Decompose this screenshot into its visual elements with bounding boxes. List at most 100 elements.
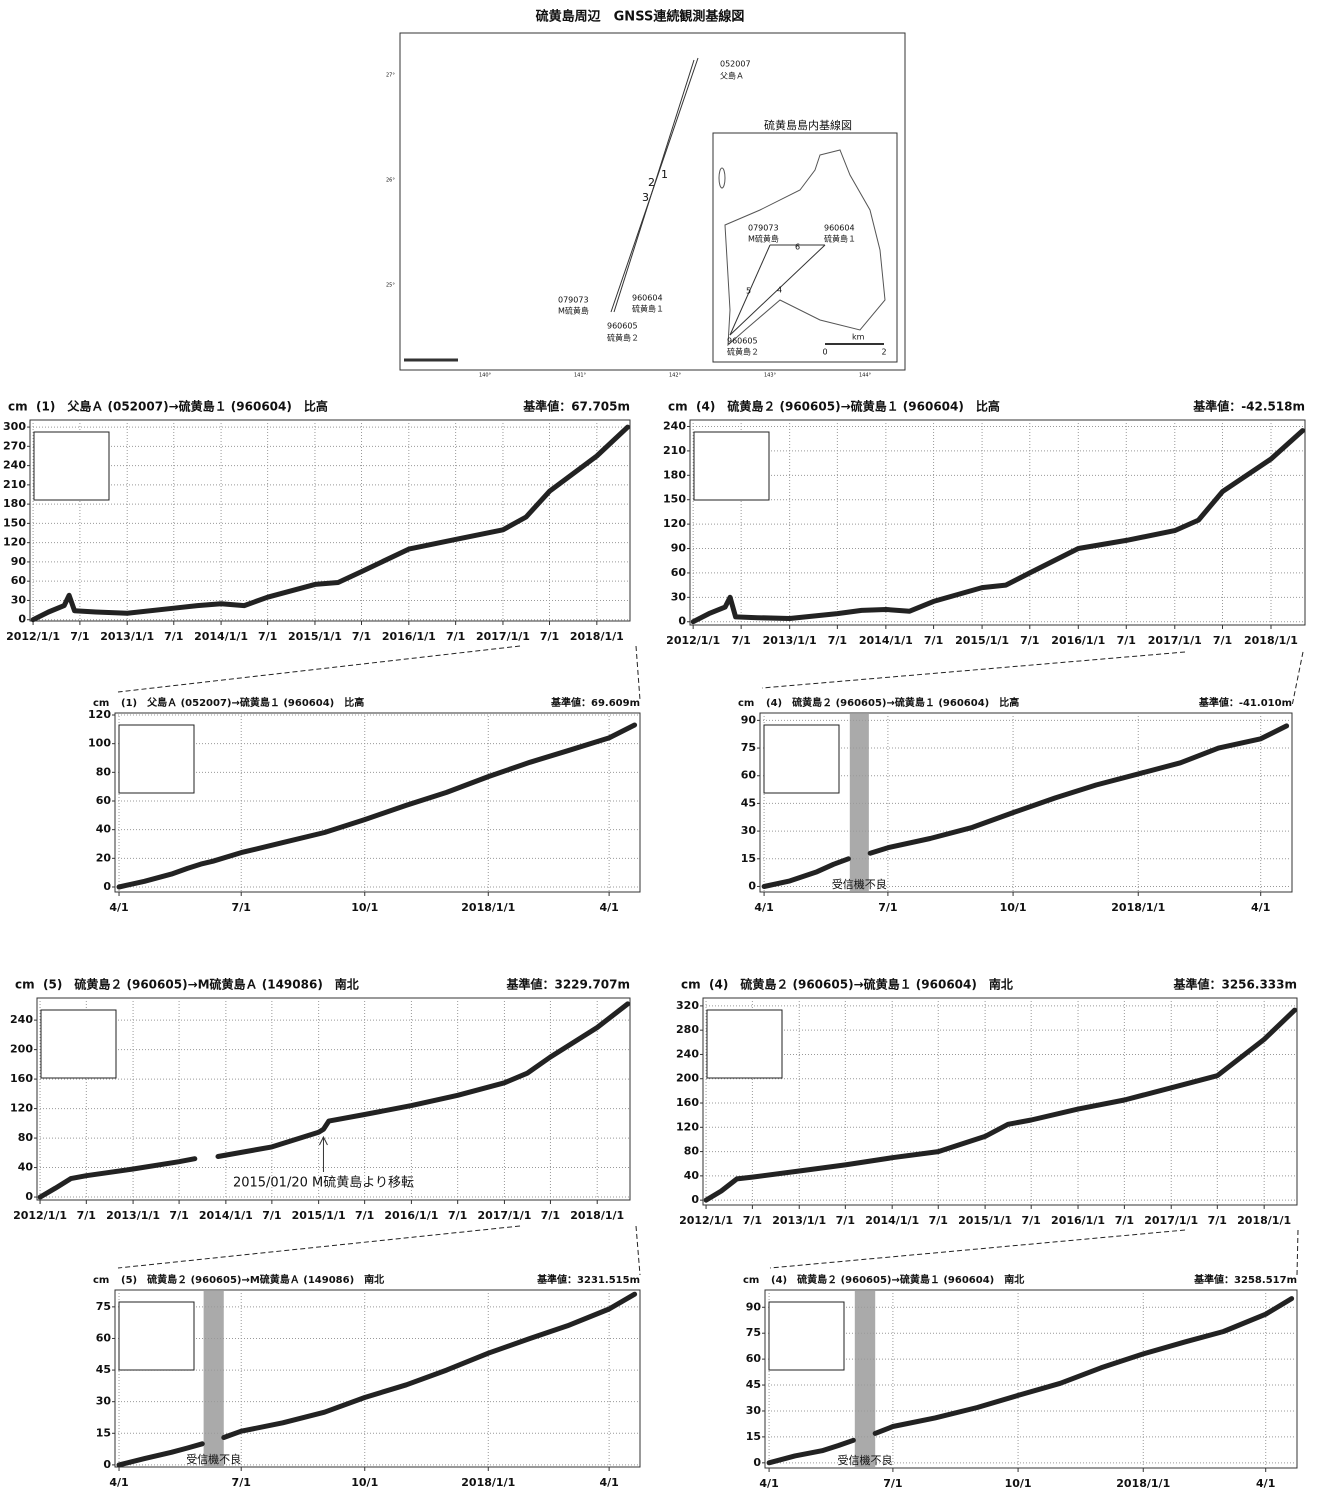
y-tick-label: 120 (676, 1120, 699, 1133)
island-outline (724, 149, 886, 347)
x-tick-label: 4/1 (1256, 1477, 1275, 1490)
legend-box (693, 431, 770, 501)
y-tick-label: 0 (748, 879, 756, 892)
lat-label: 27° (386, 73, 395, 79)
x-tick-label: 2018/1/1 (1237, 1214, 1291, 1227)
shade-label: 受信機不良 (186, 1452, 241, 1466)
baseline-number: 6 (795, 243, 800, 252)
x-tick-label: 2017/1/1 (1144, 1214, 1198, 1227)
annotation: 2015/01/20 M硫黄島より移転 (233, 1176, 414, 1191)
y-tick-label: 0 (18, 613, 26, 626)
station-name: 父島Ａ (720, 71, 744, 81)
y-tick-label: 180 (3, 497, 26, 510)
y-unit: cm (743, 1275, 759, 1286)
y-tick-label: 100 (88, 737, 111, 750)
y-tick-label: 120 (3, 536, 26, 549)
x-tick-label: 2017/1/1 (476, 630, 530, 643)
station-code: 079073 (558, 296, 589, 305)
x-tick-label: 7/1 (169, 1209, 188, 1222)
y-tick-label: 80 (96, 765, 112, 778)
connector (769, 1229, 1186, 1269)
plot-frame (759, 712, 1293, 893)
y-tick-label: 120 (88, 708, 111, 721)
shade-label: 受信機不良 (832, 877, 887, 891)
x-tick-label: 7/1 (232, 1476, 251, 1489)
connector (635, 645, 641, 701)
y-tick-label: 0 (753, 1456, 761, 1469)
x-tick-label: 2012/1/1 (13, 1209, 67, 1222)
y-tick-label: 160 (676, 1096, 699, 1109)
legend-box (118, 1301, 195, 1371)
annotation-arrowhead (319, 1135, 328, 1146)
baseline-number: 5 (746, 287, 751, 296)
station-name: M硫黄島 (748, 234, 779, 244)
chart-title: (4) 硫黄島２ (960605)→硫黄島１ (960604) 南北 (771, 1273, 1024, 1286)
inset-frame (712, 132, 898, 363)
x-tick-label: 2013/1/1 (100, 630, 154, 643)
baseline-value: 基準値：3256.333m (1172, 977, 1297, 992)
x-tick-label: 7/1 (924, 634, 943, 647)
data-line (766, 1296, 1295, 1466)
lon-label: 140° (479, 373, 492, 379)
data-line (690, 428, 1306, 625)
x-tick-label: 4/1 (599, 901, 618, 914)
x-tick-label: 7/1 (446, 630, 465, 643)
legend-box (33, 431, 110, 501)
x-tick-label: 2018/1/1 (1116, 1477, 1170, 1490)
x-tick-label: 2012/1/1 (6, 630, 60, 643)
baseline-value: 基準値：3258.517m (1193, 1273, 1297, 1286)
connector (1296, 1229, 1299, 1276)
baseline-number: 3 (642, 191, 649, 204)
shade-band (854, 1291, 876, 1467)
x-tick-label: 10/1 (351, 901, 378, 914)
y-unit: cm (15, 978, 35, 992)
x-tick-label: 2017/1/1 (1148, 634, 1202, 647)
islet (718, 167, 726, 189)
x-tick-label: 7/1 (731, 634, 750, 647)
x-tick-label: 4/1 (1251, 901, 1270, 914)
x-tick-label: 7/1 (1213, 634, 1232, 647)
baseline-value: 基準値：3231.515m (536, 1273, 640, 1286)
legend-box (118, 724, 195, 794)
baseline-number: 1 (661, 168, 668, 181)
data-line (761, 723, 1290, 889)
x-tick-label: 2015/1/1 (958, 1214, 1012, 1227)
station-name: M硫黄島 (558, 306, 589, 316)
y-unit: cm (738, 698, 754, 709)
legend-box (768, 1301, 845, 1371)
y-tick-label: 210 (3, 478, 26, 491)
x-tick-label: 7/1 (540, 630, 559, 643)
legend-box (706, 1009, 783, 1079)
scale-unit: km (852, 333, 865, 342)
x-tick-label: 2018/1/1 (461, 1476, 515, 1489)
x-tick-label: 7/1 (828, 634, 847, 647)
y-tick-label: 280 (676, 1023, 699, 1036)
baseline-number: 2 (648, 176, 655, 189)
x-tick-label: 7/1 (448, 1209, 467, 1222)
y-tick-label: 75 (741, 741, 756, 754)
x-tick-label: 2013/1/1 (772, 1214, 826, 1227)
y-tick-label: 75 (746, 1326, 761, 1339)
y-tick-label: 30 (671, 590, 687, 603)
x-tick-label: 2015/1/1 (288, 630, 342, 643)
data-line (703, 1007, 1298, 1203)
x-tick-label: 7/1 (883, 1477, 902, 1490)
x-tick-label: 4/1 (599, 1476, 618, 1489)
y-tick-label: 0 (103, 1458, 111, 1471)
legend-box (40, 1009, 117, 1079)
x-tick-label: 2018/1/1 (570, 1209, 624, 1222)
y-tick-label: 210 (663, 444, 686, 457)
data-line (30, 424, 631, 623)
y-tick-label: 90 (746, 1300, 762, 1313)
x-tick-label: 2015/1/1 (955, 634, 1009, 647)
y-tick-label: 80 (684, 1145, 700, 1158)
connector (761, 651, 1186, 689)
lon-label: 142° (669, 373, 682, 379)
connector (635, 1225, 641, 1276)
x-tick-label: 7/1 (232, 901, 251, 914)
y-tick-label: 240 (3, 459, 26, 472)
x-tick-label: 2018/1/1 (570, 630, 624, 643)
y-tick-label: 200 (676, 1072, 699, 1085)
y-unit: cm (93, 698, 109, 709)
